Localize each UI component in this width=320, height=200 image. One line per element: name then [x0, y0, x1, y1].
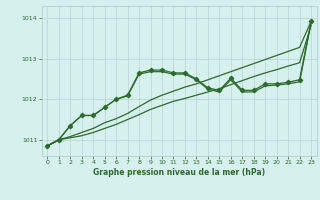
X-axis label: Graphe pression niveau de la mer (hPa): Graphe pression niveau de la mer (hPa): [93, 168, 265, 177]
